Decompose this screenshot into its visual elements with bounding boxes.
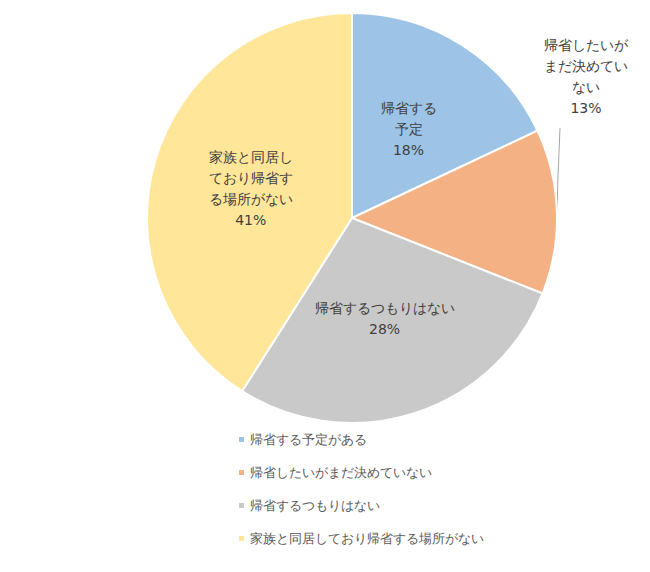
- svg-text:家族と同居しており帰省する場所がない: 家族と同居しており帰省する場所がない: [250, 531, 484, 546]
- svg-text:ており帰省す: ており帰省す: [209, 170, 293, 186]
- svg-text:41%: 41%: [235, 212, 266, 228]
- svg-text:13%: 13%: [570, 100, 601, 116]
- svg-text:予定: 予定: [395, 121, 423, 137]
- svg-text:家族と同居し: 家族と同居し: [209, 149, 293, 165]
- svg-text:帰省する予定がある: 帰省する予定がある: [250, 432, 367, 447]
- svg-text:28%: 28%: [369, 321, 400, 337]
- svg-text:帰省するつもりはない: 帰省するつもりはない: [315, 300, 455, 316]
- svg-text:ない: ない: [572, 79, 600, 95]
- svg-text:まだ決めてい: まだ決めてい: [544, 58, 628, 74]
- svg-text:帰省する: 帰省する: [381, 100, 437, 116]
- svg-text:帰省したいが: 帰省したいが: [544, 37, 629, 53]
- svg-text:帰省するつもりはない: 帰省するつもりはない: [250, 498, 380, 513]
- svg-text:帰省したいがまだ決めていない: 帰省したいがまだ決めていない: [250, 465, 432, 480]
- svg-text:る場所がない: る場所がない: [209, 191, 293, 207]
- svg-text:18%: 18%: [393, 142, 424, 158]
